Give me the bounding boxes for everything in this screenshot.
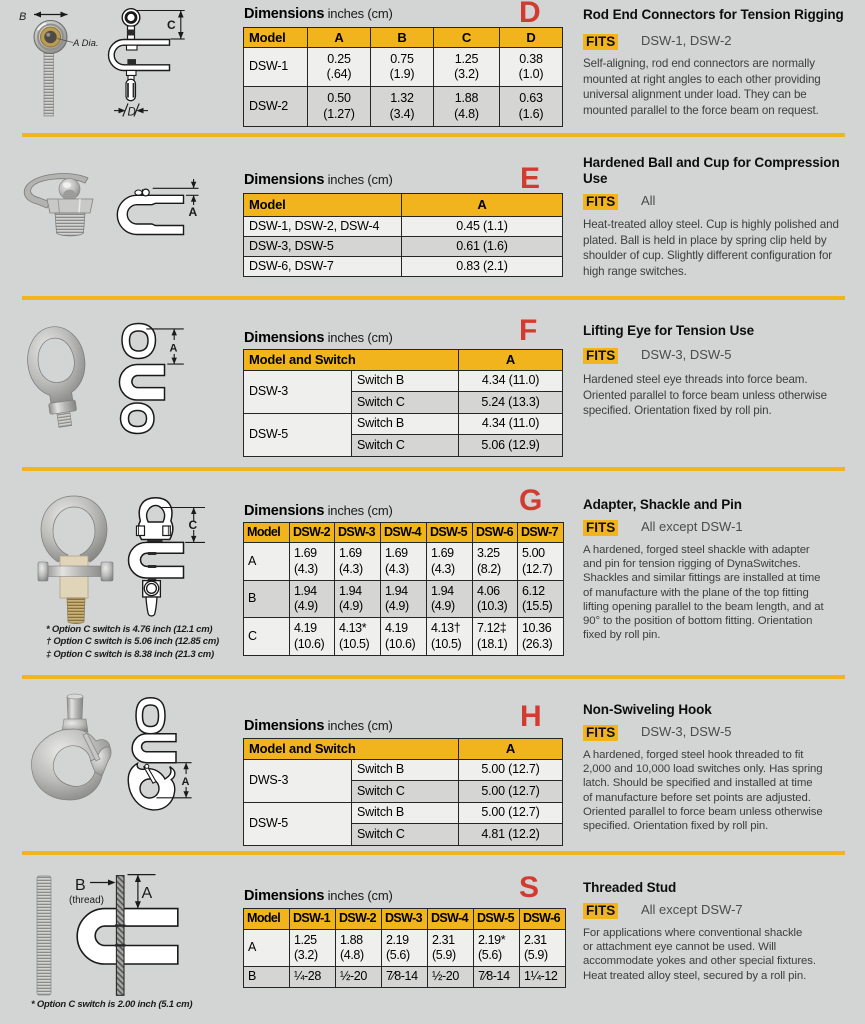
svg-text:A Dia.: A Dia. [72,38,99,49]
svg-text:D: D [128,107,136,119]
svg-text:A: A [170,343,178,355]
svg-text:A: A [189,205,198,219]
svg-text:A: A [142,885,153,902]
svg-text:A: A [182,776,190,788]
svg-text:B: B [19,11,26,23]
svg-text:(thread): (thread) [69,895,104,906]
svg-text:C: C [189,518,198,532]
svg-text:B: B [75,877,86,894]
svg-text:C: C [167,18,176,32]
